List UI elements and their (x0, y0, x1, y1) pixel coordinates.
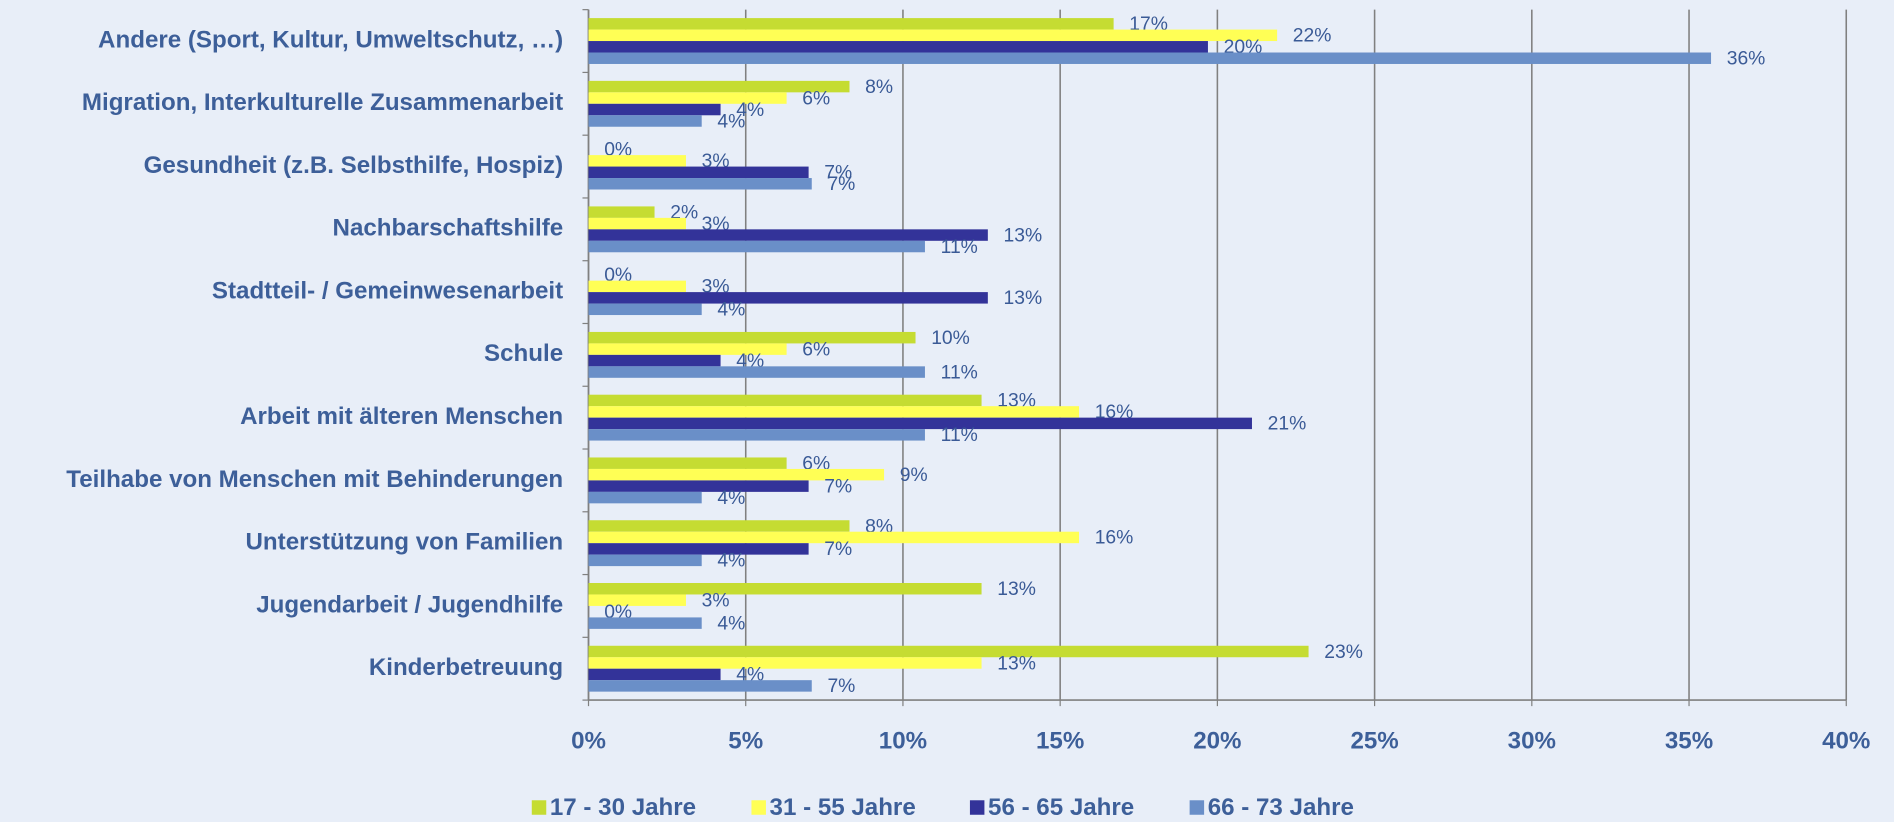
value-label: 3% (702, 591, 730, 612)
value-label: 7% (827, 174, 855, 195)
bar (588, 457, 787, 469)
category-label: Gesundheit (z.B. Selbsthilfe, Hospiz) (144, 152, 564, 179)
bar (588, 480, 809, 492)
x-tick-label: 40% (1822, 728, 1870, 755)
value-label: 7% (824, 476, 852, 497)
value-label: 11% (941, 237, 978, 258)
value-label: 16% (1095, 528, 1134, 549)
bar (588, 645, 1309, 658)
value-label: 4% (717, 488, 745, 509)
bar (588, 206, 655, 218)
bar (588, 18, 1114, 30)
x-tick-label: 5% (728, 728, 763, 755)
value-label: 8% (865, 77, 893, 98)
value-label: 13% (1004, 225, 1043, 246)
value-label: 11% (941, 425, 978, 446)
legend-swatch (531, 800, 547, 815)
bar (588, 680, 812, 692)
value-label: 4% (717, 111, 745, 132)
bar (588, 583, 982, 595)
bar (588, 52, 1712, 64)
value-label: 10% (931, 328, 970, 349)
category-label: Kinderbetreuung (369, 654, 563, 681)
value-label: 4% (717, 300, 745, 321)
legend-swatch (969, 800, 985, 815)
value-label: 13% (997, 653, 1036, 674)
bar (588, 115, 702, 127)
category-label: Arbeit mit älteren Menschen (240, 403, 563, 430)
x-tick-label: 20% (1193, 728, 1241, 755)
category-label: Teilhabe von Menschen mit Behinderungen (66, 466, 563, 493)
value-label: 4% (717, 613, 745, 634)
value-label: 23% (1324, 642, 1363, 663)
value-label: 6% (802, 88, 830, 109)
x-tick-label: 30% (1508, 728, 1556, 755)
bar (588, 303, 702, 316)
bar (588, 80, 850, 93)
category-label: Unterstützung von Familien (246, 529, 564, 556)
legend-swatch (751, 800, 766, 815)
legend-label: 17 - 30 Jahre (550, 794, 696, 821)
category-label: Schule (484, 340, 563, 367)
value-label: 11% (941, 362, 978, 383)
legend-label: 66 - 73 Jahre (1208, 794, 1354, 821)
category-label: Stadtteil- / Gemeinwesenarbeit (212, 277, 563, 304)
value-label: 6% (802, 339, 830, 360)
bar (588, 292, 988, 304)
value-label: 13% (997, 579, 1036, 600)
legend-label: 31 - 55 Jahre (770, 794, 916, 821)
bar (588, 617, 702, 629)
bar (588, 554, 702, 567)
bar (588, 394, 982, 407)
bar (588, 429, 925, 441)
value-label: 21% (1268, 414, 1307, 435)
bar (588, 354, 721, 367)
bar (588, 217, 686, 230)
bar (588, 531, 1080, 544)
x-tick-label: 35% (1665, 728, 1713, 755)
category-label: Nachbarschaftshilfe (333, 215, 564, 242)
bar (588, 166, 809, 179)
x-tick-label: 15% (1036, 728, 1084, 755)
value-label: 7% (824, 163, 852, 184)
bar (588, 366, 925, 378)
bar (588, 331, 916, 344)
bar (588, 417, 1252, 430)
value-label: 13% (1004, 288, 1043, 309)
bar (588, 668, 721, 681)
bar (588, 520, 850, 532)
bar (588, 178, 812, 190)
bar (588, 240, 925, 253)
value-label: 36% (1727, 49, 1766, 70)
bar (588, 41, 1208, 53)
value-label: 7% (827, 676, 855, 697)
x-tick-label: 10% (879, 728, 927, 755)
legend-swatch (1189, 800, 1205, 815)
bar (588, 155, 686, 167)
bar (588, 594, 686, 606)
bar (588, 657, 982, 669)
value-label: 7% (824, 539, 852, 560)
value-label: 4% (736, 100, 764, 121)
x-tick-label: 25% (1350, 728, 1398, 755)
bar (588, 29, 1278, 42)
bar (588, 491, 702, 504)
category-label: Migration, Interkulturelle Zusammenarbei… (82, 89, 563, 116)
bar (588, 468, 885, 481)
category-label: Andere (Sport, Kultur, Umweltschutz, …) (98, 26, 563, 53)
value-label: 4% (717, 551, 745, 572)
value-label: 9% (900, 465, 928, 486)
value-label: 22% (1293, 26, 1332, 47)
bar (588, 103, 721, 116)
category-label: Jugendarbeit / Jugendhilfe (256, 591, 563, 618)
bar (588, 343, 787, 355)
bar (588, 280, 686, 293)
bar (588, 543, 809, 555)
bar (588, 229, 988, 241)
x-tick-label: 0% (571, 728, 606, 755)
bar (588, 406, 1080, 418)
legend-label: 56 - 65 Jahre (988, 794, 1134, 821)
bar (588, 92, 787, 104)
